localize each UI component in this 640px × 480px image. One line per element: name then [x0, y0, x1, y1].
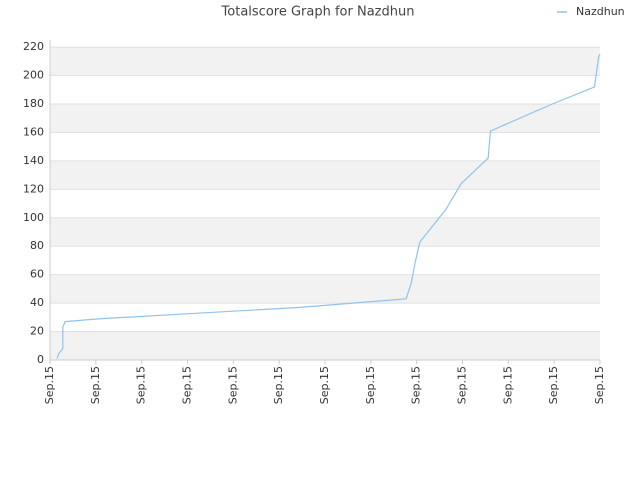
legend-label: Nazdhun — [576, 5, 625, 18]
x-tick-label: Sep.15 — [318, 366, 331, 404]
x-tick-label: Sep.15 — [43, 366, 56, 404]
grid-band — [50, 40, 600, 48]
x-tick-label: Sep.15 — [272, 366, 285, 404]
x-tick-label: Sep.15 — [456, 366, 469, 404]
series-line — [56, 53, 601, 359]
y-tick-label: 140 — [23, 154, 44, 167]
x-tick-label: Sep.15 — [181, 366, 194, 404]
x-tick-label: Sep.15 — [547, 366, 560, 404]
y-tick-label: 60 — [30, 268, 44, 281]
y-tick-label: 80 — [30, 239, 44, 252]
y-tick-label: 180 — [23, 97, 44, 110]
x-tick-label: Sep.15 — [593, 366, 606, 404]
x-tick-label: Sep.15 — [364, 366, 377, 404]
y-tick-label: 220 — [23, 40, 44, 53]
x-tick-label: Sep.15 — [410, 366, 423, 404]
x-tick-label: Sep.15 — [226, 366, 239, 404]
y-tick-label: 0 — [37, 353, 44, 366]
x-tick-label: Sep.15 — [89, 366, 102, 404]
y-tick-label: 120 — [23, 182, 44, 195]
grid-band — [50, 189, 600, 218]
y-tick-label: 100 — [23, 211, 44, 224]
grid-band — [50, 246, 600, 275]
grid-band — [50, 303, 600, 332]
grid-band — [50, 75, 600, 104]
grid-band — [50, 132, 600, 161]
y-tick-label: 40 — [30, 296, 44, 309]
x-tick-label: Sep.15 — [501, 366, 514, 404]
y-tick-label: 160 — [23, 125, 44, 138]
y-tick-label: 20 — [30, 325, 44, 338]
x-tick-label: Sep.15 — [135, 366, 148, 404]
y-tick-label: 200 — [23, 69, 44, 82]
chart-title: Totalscore Graph for Nazdhun — [221, 5, 415, 20]
